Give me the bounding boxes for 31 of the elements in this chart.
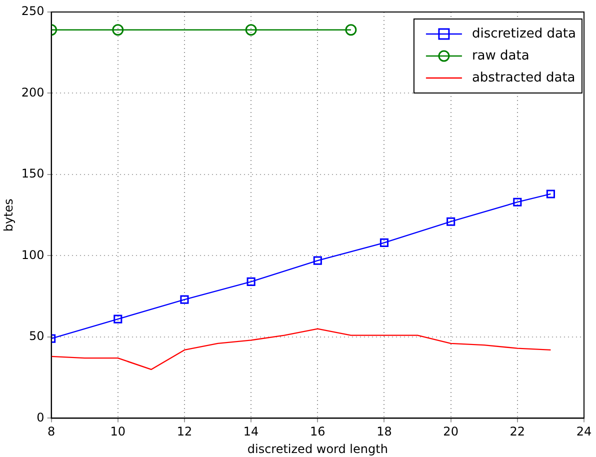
- x-axis-title: discretized word length: [247, 442, 388, 456]
- x-tick-label: 24: [576, 424, 592, 439]
- y-tick-label: 0: [36, 410, 44, 424]
- x-tick-label: 20: [443, 424, 458, 439]
- point: [546, 190, 555, 198]
- point: [245, 24, 257, 36]
- point: [513, 198, 522, 206]
- x-tick-label: 12: [176, 424, 192, 439]
- point: [180, 295, 189, 304]
- y-tick-label: 200: [21, 85, 44, 100]
- x-tick-label: 8: [47, 424, 56, 439]
- y-tick-label: 50: [29, 329, 44, 344]
- legend-label: raw data: [472, 48, 530, 64]
- point: [112, 24, 124, 36]
- point: [380, 238, 389, 248]
- x-tick-label: 18: [376, 424, 392, 439]
- point: [114, 314, 122, 324]
- y-tick-label: 100: [21, 248, 44, 262]
- x-tick-label: 10: [110, 424, 126, 439]
- legend-label: abstracted data: [472, 70, 576, 86]
- point: [313, 256, 322, 265]
- point: [446, 217, 456, 226]
- y-tick-label: 250: [21, 4, 44, 18]
- point: [345, 24, 357, 36]
- x-tick-label: 14: [243, 424, 259, 439]
- y-tick-label: 150: [21, 166, 44, 181]
- point: [246, 277, 256, 286]
- legend-label: discretized data: [472, 26, 576, 42]
- x-tick-label: 16: [310, 424, 326, 439]
- y-axis-title: bytes: [1, 198, 16, 232]
- x-tick-label: 22: [510, 424, 526, 439]
